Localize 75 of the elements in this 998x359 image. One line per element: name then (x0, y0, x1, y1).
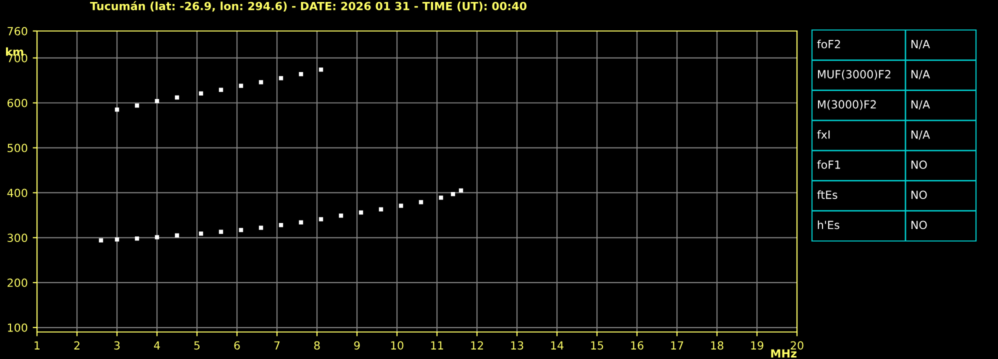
point (114, 108, 120, 112)
point (258, 226, 264, 230)
x-tick-label: 2 (74, 341, 80, 350)
x-tick-label: 5 (194, 341, 200, 350)
point (298, 220, 304, 224)
point (258, 80, 264, 84)
point (98, 238, 104, 242)
x-tick-label: 6 (234, 341, 240, 350)
point (154, 99, 160, 104)
point (298, 72, 304, 76)
point (114, 237, 120, 242)
point (278, 222, 284, 228)
x-tick-label: 11 (431, 341, 444, 350)
y-axis-title: km (6, 47, 24, 56)
x-tick-label: 8 (314, 341, 320, 350)
text: foF1 (817, 160, 840, 169)
point (358, 210, 364, 215)
point (238, 84, 244, 88)
y-tick-label: 500 (8, 144, 28, 152)
point (134, 236, 140, 241)
point (174, 95, 180, 100)
text: M(3000)F2 (818, 100, 876, 110)
point (318, 217, 324, 222)
point (450, 192, 456, 196)
text: ftEs (817, 190, 838, 200)
text: NO (911, 160, 927, 169)
x-tick-label: 15 (591, 341, 604, 350)
point (154, 235, 160, 240)
x-tick-label: 16 (631, 341, 644, 350)
x-tick-label: 18 (711, 341, 724, 350)
y-tick-label: 200 (8, 278, 28, 287)
point (278, 76, 284, 80)
point (198, 232, 204, 236)
text: h'Es (818, 220, 840, 230)
x-tick-label: 17 (671, 341, 684, 350)
point (378, 207, 384, 212)
x-tick-label: 4 (154, 341, 160, 350)
point (174, 233, 180, 238)
y-tick-label: 760 (8, 26, 28, 36)
text: MUF(3000)F2 (818, 70, 890, 80)
x-tick-label: 10 (391, 341, 404, 350)
point (198, 91, 204, 96)
point (338, 214, 344, 218)
text: N/A (911, 70, 930, 80)
point (458, 188, 464, 193)
chart-title: Tucumán (lat: -26.9, lon: 294.6) - DATE: 2026 01 31 - TIME (UT): 00:40 (90, 1, 526, 12)
x-tick-label: 20 (790, 341, 804, 350)
point (134, 103, 140, 108)
point (218, 230, 224, 234)
y-tick-label: 600 (8, 98, 28, 108)
x-tick-label: 3 (114, 341, 120, 350)
point (238, 228, 244, 232)
text: N/A (911, 100, 930, 110)
x-tick-label: 7 (274, 341, 280, 350)
text: NO (911, 220, 927, 230)
point (418, 200, 424, 204)
point (438, 196, 444, 200)
x-axis-title: MHz (771, 349, 796, 358)
y-tick-label: 100 (8, 323, 28, 332)
point (318, 68, 324, 72)
point (398, 204, 404, 208)
x-tick-label: 14 (551, 341, 564, 350)
x-tick-label: 1 (34, 341, 40, 350)
text: foF2 (817, 40, 840, 48)
text: fxI (817, 130, 830, 139)
text: N/A (911, 130, 930, 140)
y-tick-label: 300 (8, 234, 28, 242)
y-tick-label: 400 (7, 188, 28, 198)
x-tick-label: 19 (751, 341, 764, 350)
x-tick-label: 12 (471, 341, 483, 350)
x-tick-label: 9 (354, 341, 360, 350)
text: N/A (911, 40, 930, 50)
point (218, 88, 224, 92)
x-tick-label: 13 (511, 341, 524, 350)
text: NO (911, 190, 927, 200)
